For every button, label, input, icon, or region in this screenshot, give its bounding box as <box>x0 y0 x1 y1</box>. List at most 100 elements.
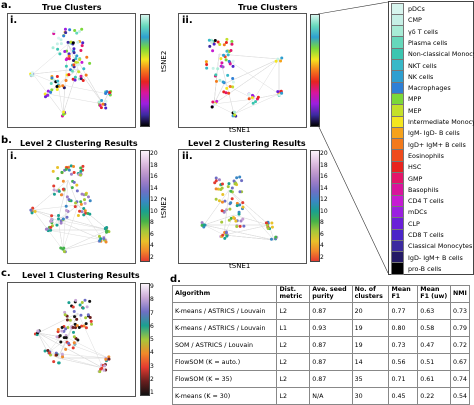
scatter-point <box>233 110 237 114</box>
scatter-point <box>223 199 227 203</box>
table-cell: 0.45 <box>388 387 419 405</box>
table-cell: 0.47 <box>417 336 451 354</box>
scatter-point <box>210 40 214 44</box>
scatter-point <box>229 48 233 52</box>
scatter-point <box>78 209 82 213</box>
scatter-point <box>80 192 84 196</box>
panel-b-i-scatter <box>29 164 111 254</box>
panel-b-ii-colorbar-ticks: 20 18 16 14 12 10 8 6 4 2 <box>320 147 332 263</box>
graph-edge <box>223 189 230 236</box>
scatter-point <box>222 210 226 214</box>
panel-b-i-plot: i. <box>7 149 136 264</box>
graph-edge <box>102 93 109 105</box>
scatter-point <box>72 180 76 184</box>
scatter-point <box>60 352 64 356</box>
scatter-point <box>63 313 67 317</box>
colorbar-tick-label: 16 <box>150 173 158 181</box>
scatter-point <box>217 178 221 182</box>
scatter-point <box>75 324 79 328</box>
scatter-point <box>69 172 73 176</box>
scatter-point <box>74 57 78 61</box>
graph-edge <box>57 83 109 95</box>
scatter-point <box>74 60 78 64</box>
colorbar-tick-label: 4 <box>320 242 324 250</box>
graph-edge <box>47 93 104 105</box>
panel-b-ylabel: tSNE2 <box>160 196 168 218</box>
graph-edge <box>32 209 49 231</box>
graph-edge <box>203 224 275 241</box>
scatter-point <box>64 208 68 212</box>
scatter-point <box>84 193 88 197</box>
scatter-point <box>274 59 278 63</box>
scatter-point <box>218 78 222 82</box>
scatter-point <box>231 85 235 89</box>
scatter-point <box>86 313 90 317</box>
graph-edge <box>203 189 230 226</box>
scatter-point <box>102 368 106 372</box>
scatter-point <box>59 340 63 344</box>
scatter-point <box>79 169 83 173</box>
scatter-point <box>224 41 228 45</box>
scatter-point <box>52 360 56 364</box>
scatter-point <box>74 298 78 302</box>
scatter-point <box>68 28 72 32</box>
colorbar-tick-label: 8 <box>150 296 154 304</box>
panel-b-ii-scatter <box>200 175 279 241</box>
scatter-point <box>79 173 83 177</box>
table-cell: 0.61 <box>417 370 451 388</box>
scatter-point <box>241 205 245 209</box>
scatter-point <box>79 166 83 170</box>
colorbar-tick-label: 7 <box>150 309 154 317</box>
colorbar-tick-label: 10 <box>150 207 158 215</box>
legend-label: NKT cells <box>408 61 437 70</box>
table-cell: L1 <box>276 319 311 337</box>
scatter-point <box>71 325 75 329</box>
panel-b-ii-colorbar <box>310 150 320 262</box>
scatter-point <box>67 52 71 56</box>
scatter-point <box>230 197 234 201</box>
graph-edge <box>223 224 270 236</box>
scatter-point <box>278 93 282 97</box>
panel-a-ii-colorbar <box>310 14 320 127</box>
scatter-point <box>101 102 105 106</box>
scatter-point <box>220 209 224 213</box>
colorbar-tick-label: 9 <box>150 283 154 290</box>
panel-a-ii-plot: ii. <box>178 13 307 128</box>
legend-item: pDCs <box>391 2 425 16</box>
scatter-point <box>61 84 65 88</box>
col-dist-metric: Dist. metric <box>276 285 311 303</box>
scatter-point <box>214 179 218 183</box>
scatter-point <box>58 52 62 56</box>
graph-edge <box>213 53 220 105</box>
legend-label: CD8 T cells <box>408 231 444 239</box>
colorbar-tick-label: 20 <box>150 150 158 157</box>
scatter-point <box>220 61 224 65</box>
table-row: K-means (K = 30) L2 N/A 30 0.45 0.22 0.54 <box>171 387 471 405</box>
colorbar-tick-label: 12 <box>150 196 158 204</box>
scatter-point <box>102 237 106 241</box>
scatter-point <box>62 336 66 340</box>
scatter-point <box>104 106 108 110</box>
scatter-point <box>214 79 218 83</box>
scatter-point <box>265 223 269 227</box>
graph-edge <box>57 312 79 359</box>
colorbar-tick-label: 14 <box>150 184 158 192</box>
graph-edge <box>77 312 104 369</box>
graph-edge <box>57 68 79 85</box>
scatter-point <box>225 37 229 41</box>
panel-a-ii-title: True Clusters <box>238 3 298 12</box>
scatter-point <box>226 53 230 57</box>
scatter-point <box>108 91 112 95</box>
scatter-point <box>270 221 274 225</box>
scatter-point <box>63 27 67 31</box>
table-cell: K-means / ASTRICS / Louvain <box>171 302 278 320</box>
colorbar-tick-label: 10 <box>320 207 328 215</box>
scatter-point <box>276 57 280 61</box>
scatter-point <box>105 230 109 234</box>
panel-b-i-label: i. <box>10 151 18 162</box>
scatter-point <box>77 29 81 33</box>
scatter-point <box>75 317 79 321</box>
scatter-point <box>247 97 251 101</box>
scatter-point <box>204 60 208 64</box>
scatter-point <box>52 29 56 33</box>
